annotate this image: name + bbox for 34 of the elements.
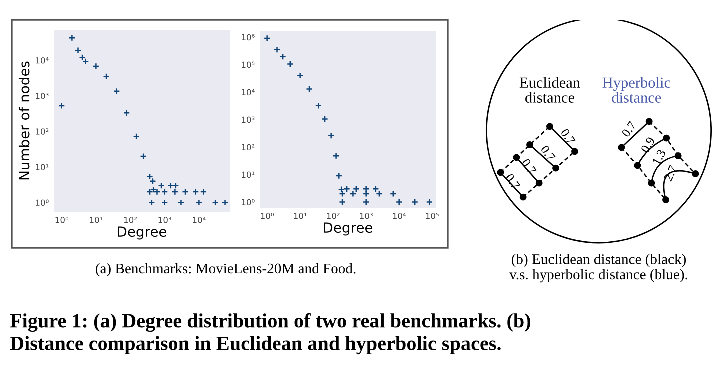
y-tick-label: 10⁶ (242, 34, 255, 41)
x-tick-label: 10² (327, 213, 340, 220)
x-tick-label: 10⁰ (56, 217, 69, 224)
x-axis-title: Degree (118, 226, 167, 240)
x-tick-label: 10⁴ (393, 213, 406, 220)
y-tick-label: 10² (36, 128, 49, 135)
y-axis-title: Number of nodes (18, 62, 30, 180)
text: Euclidean distance (520, 77, 580, 103)
caption: Figure 1: (a) Degree distribution of two real benchmarks. (b) Distance comparison in Euclidean and hyperbolic spaces. (10, 313, 530, 355)
x-axis-title: Degree (324, 222, 373, 236)
x-tick-label: 10³ (158, 217, 172, 224)
x-tick-label: 10⁴ (193, 217, 206, 224)
text: 0.7 (621, 120, 637, 138)
x-tick-label: 10³ (360, 213, 373, 220)
text: 0.7 (560, 128, 576, 146)
x-tick-label: 10⁰ (261, 213, 274, 220)
y-tick-label: 10⁰ (242, 199, 255, 206)
y-tick-label: 10⁴ (36, 57, 49, 64)
y-tick-label: 10³ (36, 93, 49, 100)
x-tick-label: 10² (124, 217, 137, 224)
y-tick-label: 10⁴ (242, 89, 255, 96)
y-tick-label: 10¹ (242, 172, 255, 178)
y-tick-label: 10⁰ (36, 200, 49, 206)
text: (a) Benchmarks: MovieLens-20M and Food. (96, 263, 356, 277)
text: (b) Euclidean distance (black) v.s. hyperbolic distance (blue). (510, 254, 688, 283)
text: 0.7 (540, 144, 556, 162)
y-tick-label: 10¹ (36, 164, 49, 170)
x-tick-label: 10¹ (294, 213, 307, 220)
text: Hyperbolic distance (602, 77, 671, 103)
y-tick-label: 10² (242, 144, 255, 151)
x-tick-label: 10¹ (90, 217, 103, 224)
y-tick-label: 10⁵ (242, 62, 255, 68)
y-tick-label: 10³ (242, 116, 255, 124)
x-tick-label: 10⁵ (426, 213, 439, 220)
